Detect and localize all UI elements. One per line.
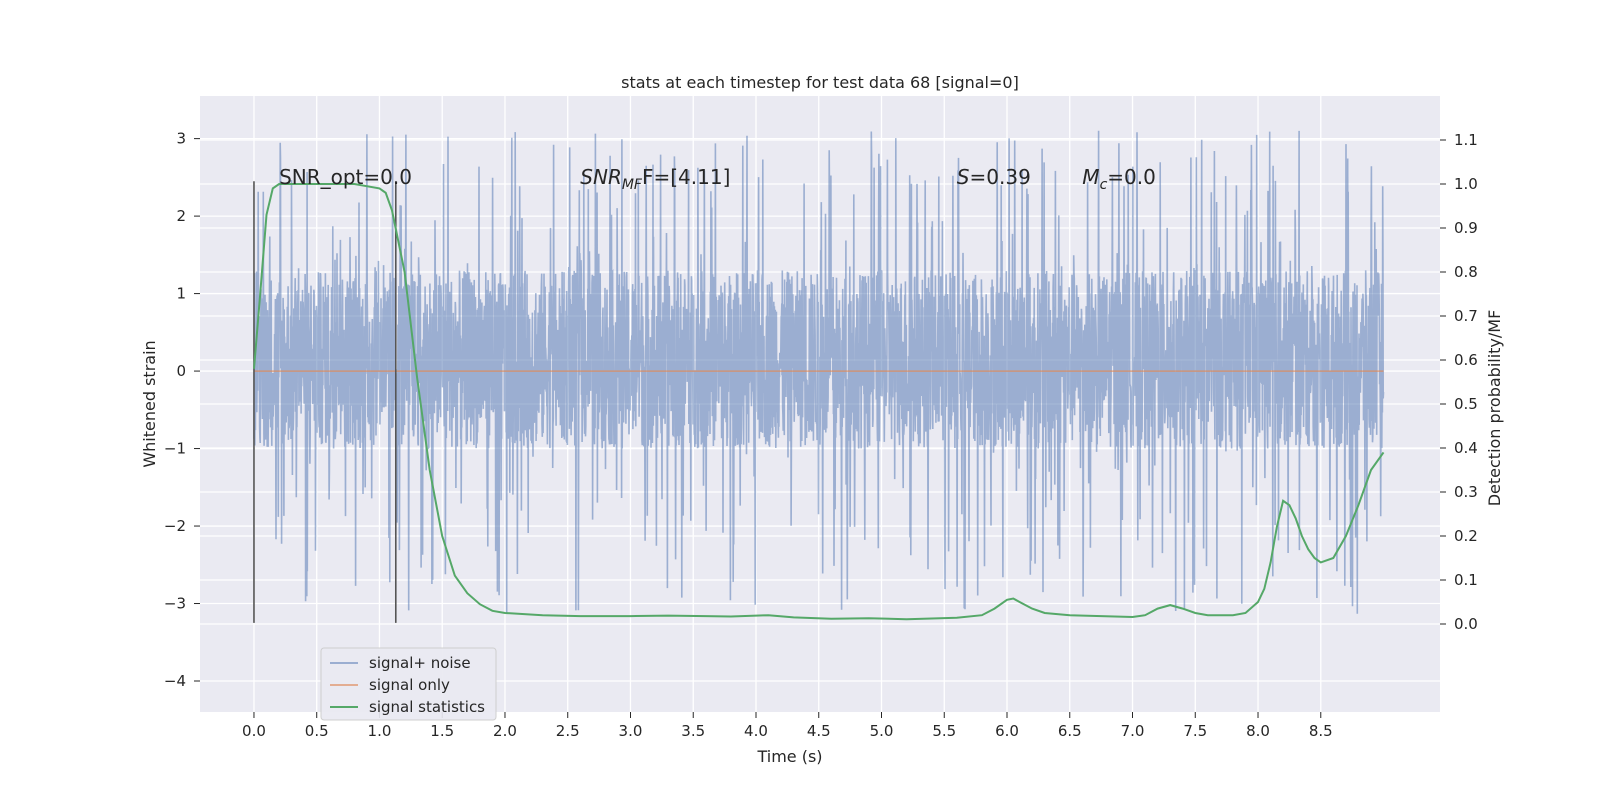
- left-y-tick-labels: 3 2 1 0 −1 −2 −3 −4: [164, 130, 200, 690]
- y-tick-label-right: 0.1: [1454, 571, 1478, 589]
- legend-box: [320, 647, 497, 721]
- x-tick-label: 5.0: [870, 722, 894, 740]
- x-tick-label: 3.0: [619, 722, 643, 740]
- legend: signal+ noise signal only signal statist…: [320, 647, 497, 721]
- annotation-1: SNRMFF=[4.11]: [580, 165, 730, 193]
- x-tick-labels: 0.0 0.5 1.0 1.5 2.0 2.5 3.0 3.5 4.0 4.5 5.0 5.5 6.0 6…: [242, 712, 1333, 740]
- right-y-tick-labels: 1.1 1.0 0.9 0.8 0.7 0.6 0.5 0.4 0.3 0.2 0.1 0.0: [1440, 131, 1478, 633]
- y-tick-label-right: 0.4: [1454, 439, 1478, 457]
- annotations: SNR_opt=0.0 SNRMFF=[4.11] S=0.39 Mc=0.0: [279, 165, 1156, 193]
- y-tick-label-left: 3: [176, 130, 186, 148]
- legend-label-signal-noise: signal+ noise: [369, 654, 471, 672]
- y-tick-label-right: 0.2: [1454, 527, 1478, 545]
- chart-title: stats at each timestep for test data 68 …: [621, 73, 1019, 92]
- x-tick-label: 4.5: [807, 722, 831, 740]
- y-tick-label-left: 0: [176, 362, 186, 380]
- noise-series: [253, 130, 1385, 614]
- series-signal-statistics: [253, 183, 1385, 621]
- x-tick-label: 0.5: [305, 722, 329, 740]
- y-tick-label-left: −4: [164, 672, 186, 690]
- annotation-2: S=0.39: [957, 165, 1031, 189]
- right-y-axis-label: Detection probability/MF: [1485, 310, 1504, 507]
- y-tick-label-left: 2: [176, 207, 186, 225]
- x-tick-label: 1.5: [430, 722, 454, 740]
- y-tick-label-right: 0.5: [1454, 395, 1478, 413]
- x-tick-label: 7.0: [1121, 722, 1145, 740]
- x-tick-label: 6.0: [995, 722, 1019, 740]
- y-tick-label-right: 0.8: [1454, 263, 1478, 281]
- y-tick-label-right: 0.6: [1454, 351, 1478, 369]
- x-tick-label: 2.5: [556, 722, 580, 740]
- annotation-3: Mc=0.0: [1082, 165, 1156, 193]
- chart-marks: [253, 181, 1385, 623]
- y-tick-label-left: −1: [164, 440, 186, 458]
- x-tick-label: 5.5: [932, 722, 956, 740]
- x-tick-label: 0.0: [242, 722, 266, 740]
- left-y-axis-label: Whitened strain: [140, 340, 159, 467]
- series-signal-noise: [253, 130, 1385, 614]
- annotation-0: SNR_opt=0.0: [279, 165, 412, 189]
- x-tick-label: 8.0: [1246, 722, 1270, 740]
- x-tick-label: 2.0: [493, 722, 517, 740]
- x-tick-label: 4.0: [744, 722, 768, 740]
- x-tick-label: 1.0: [368, 722, 392, 740]
- y-tick-label-right: 0.7: [1454, 307, 1478, 325]
- y-tick-label-right: 1.0: [1454, 175, 1478, 193]
- legend-label-signal-only: signal only: [369, 676, 450, 694]
- x-tick-label: 6.5: [1058, 722, 1082, 740]
- legend-label-signal-statistics: signal statistics: [369, 698, 485, 716]
- y-tick-label-left: 1: [176, 285, 186, 303]
- y-tick-label-left: −2: [164, 517, 186, 535]
- x-tick-label: 7.5: [1183, 722, 1207, 740]
- y-tick-label-right: 0.3: [1454, 483, 1478, 501]
- x-tick-label: 8.5: [1309, 722, 1333, 740]
- x-tick-label: 3.5: [681, 722, 705, 740]
- x-axis-label: Time (s): [756, 747, 822, 766]
- y-tick-label-right: 0.0: [1454, 615, 1478, 633]
- y-tick-label-right: 1.1: [1454, 131, 1478, 149]
- y-tick-label-left: −3: [164, 595, 186, 613]
- y-tick-label-right: 0.9: [1454, 219, 1478, 237]
